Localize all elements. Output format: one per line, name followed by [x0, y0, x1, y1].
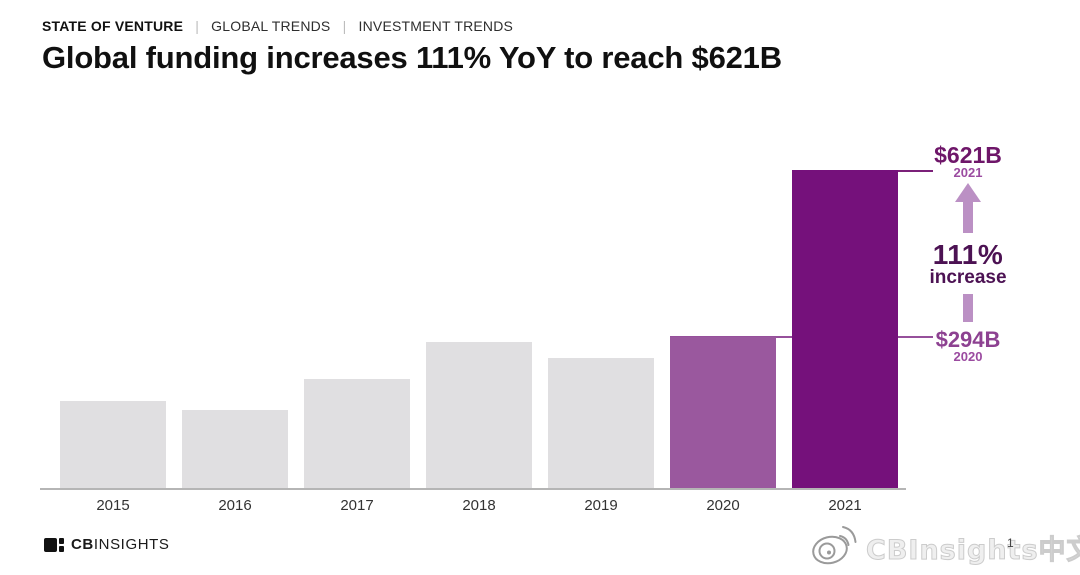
- annotation-bottom-year: 2020: [953, 349, 983, 364]
- page-number: 1: [1007, 536, 1014, 550]
- section-name: GLOBAL TRENDS: [211, 18, 331, 34]
- subsection-name: INVESTMENT TRENDS: [358, 18, 514, 34]
- bar-2020: [670, 337, 776, 488]
- page-title: Global funding increases 111% YoY to rea…: [42, 40, 782, 75]
- arrow-tail-segment: [963, 294, 973, 322]
- watermark: CBInsights中文 1: [810, 520, 1080, 570]
- bar-2015: [60, 401, 166, 488]
- annotation-top-year: 2021: [953, 165, 983, 180]
- bar-2019: [548, 358, 654, 488]
- cbinsights-logo: CBINSIGHTS: [44, 537, 170, 553]
- bar-2016: [182, 410, 288, 488]
- bar-2018: [426, 342, 532, 488]
- bar-2017: [304, 379, 410, 488]
- watermark-text: CBInsights中文: [866, 535, 1080, 567]
- x-tick-label: 2018: [462, 497, 496, 514]
- percent-change: 111%: [932, 239, 1004, 270]
- x-tick-label: 2021: [828, 497, 862, 514]
- leader-line-2021: [896, 170, 933, 172]
- x-tick-label: 2017: [340, 497, 374, 514]
- breadcrumb: STATE OF VENTURE | GLOBAL TRENDS | INVES…: [42, 19, 513, 34]
- annotation-bottom-value: $294B: [935, 327, 1001, 352]
- percent-change-label: increase: [929, 267, 1007, 288]
- breadcrumb-separator: |: [342, 18, 347, 34]
- breadcrumb-separator: |: [195, 18, 200, 34]
- x-tick-label: 2015: [96, 497, 130, 514]
- arrow-head: [955, 183, 981, 202]
- x-tick-label: 2020: [706, 497, 740, 514]
- x-axis: [40, 488, 906, 490]
- x-tick-label: 2016: [218, 497, 252, 514]
- increase-arrow-icon: [898, 183, 1038, 233]
- weibo-icon: [812, 526, 857, 565]
- arrow-shaft: [963, 200, 973, 233]
- bar-2021: [792, 170, 898, 488]
- annotation-top-value: $621B: [934, 142, 1002, 168]
- cbinsights-logo-text: CBINSIGHTS: [71, 536, 170, 553]
- x-tick-label: 2019: [584, 497, 618, 514]
- report-name: STATE OF VENTURE: [42, 18, 184, 34]
- cbinsights-logo-icon: [44, 538, 65, 552]
